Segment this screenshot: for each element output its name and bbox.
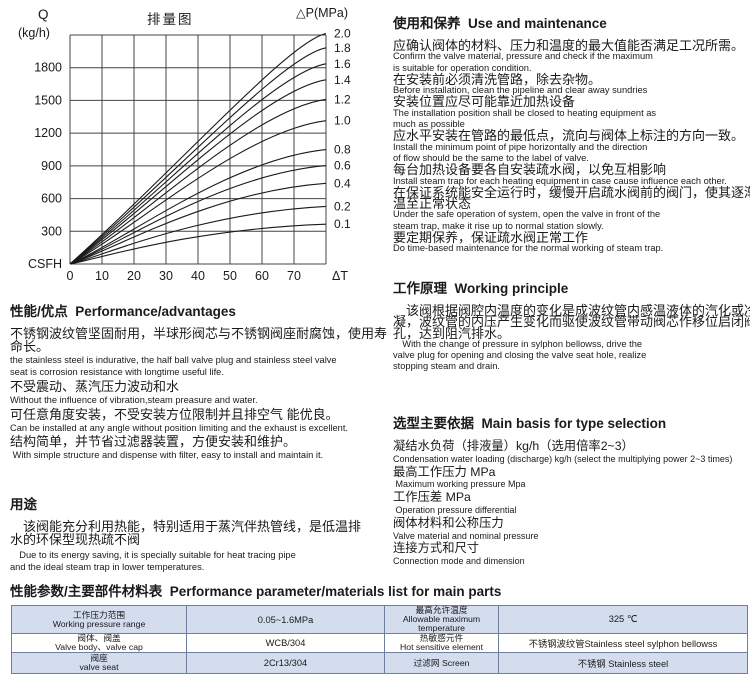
svg-text:40: 40 xyxy=(191,269,205,283)
svg-text:900: 900 xyxy=(41,159,62,173)
svg-text:(kg/h): (kg/h) xyxy=(18,26,50,40)
svg-text:30: 30 xyxy=(159,269,173,283)
svg-text:0.4: 0.4 xyxy=(334,176,351,190)
svg-text:0.1: 0.1 xyxy=(334,217,351,231)
svg-text:300: 300 xyxy=(41,224,62,238)
svg-text:Q: Q xyxy=(38,7,49,22)
svg-text:ΔT: ΔT xyxy=(332,269,348,283)
svg-text:0.8: 0.8 xyxy=(334,143,351,157)
svg-text:600: 600 xyxy=(41,192,62,206)
svg-text:0.2: 0.2 xyxy=(334,199,351,213)
svg-text:60: 60 xyxy=(255,269,269,283)
svg-text:1.6: 1.6 xyxy=(334,57,351,71)
svg-text:1.8: 1.8 xyxy=(334,41,351,55)
svg-text:1.2: 1.2 xyxy=(334,92,351,106)
svg-text:0: 0 xyxy=(67,269,74,283)
svg-text:50: 50 xyxy=(223,269,237,283)
svg-text:CSFH: CSFH xyxy=(28,257,62,271)
svg-text:△P(MPa): △P(MPa) xyxy=(296,6,348,20)
svg-text:1.0: 1.0 xyxy=(334,114,351,128)
svg-text:2.0: 2.0 xyxy=(334,27,351,41)
svg-text:0.6: 0.6 xyxy=(334,159,351,173)
svg-text:20: 20 xyxy=(127,269,141,283)
svg-text:1500: 1500 xyxy=(34,93,62,107)
svg-text:10: 10 xyxy=(95,269,109,283)
svg-text:1.4: 1.4 xyxy=(334,73,351,87)
svg-text:70: 70 xyxy=(287,269,301,283)
svg-text:1200: 1200 xyxy=(34,126,62,140)
svg-text:1800: 1800 xyxy=(34,61,62,75)
